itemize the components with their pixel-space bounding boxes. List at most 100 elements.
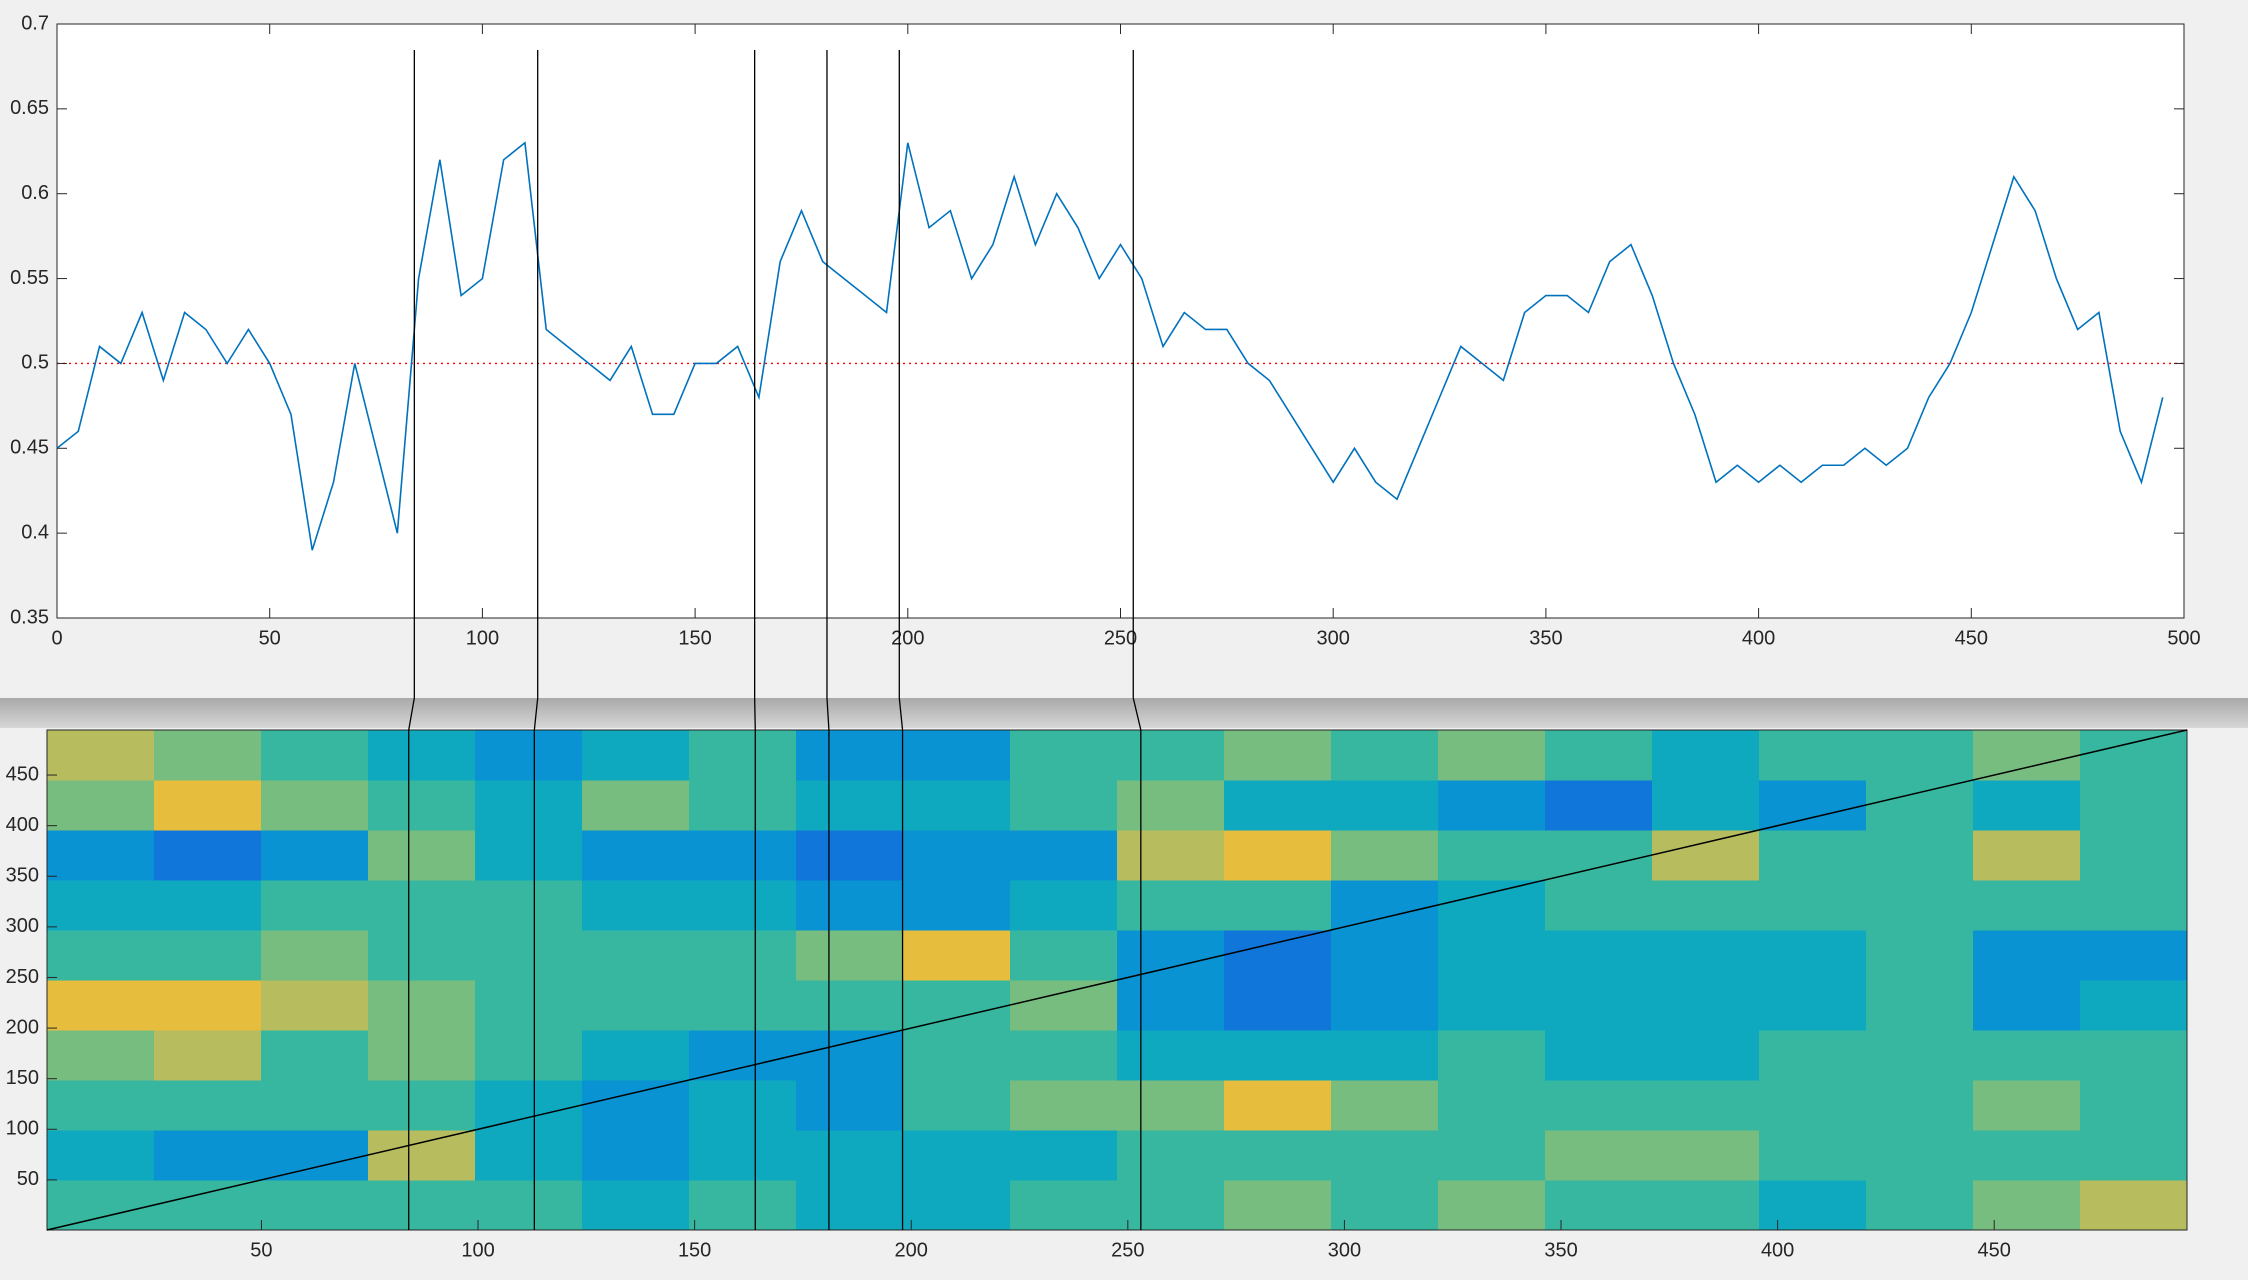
- heatmap-cell: [1331, 730, 1439, 781]
- heatmap-cell: [1652, 1180, 1760, 1231]
- heatmap-cell: [1010, 880, 1118, 931]
- heatmap-cell: [689, 1180, 797, 1231]
- heatmap-cell: [1331, 1080, 1439, 1131]
- heatmap-cell: [1438, 780, 1546, 831]
- heatmap-cell: [1866, 930, 1974, 981]
- heatmap-cell: [475, 780, 583, 831]
- y-tick-label: 0.5: [21, 352, 49, 374]
- heatmap-cell: [1117, 980, 1225, 1031]
- heatmap-cell: [1759, 1080, 1867, 1131]
- heatmap-cell: [2080, 1030, 2188, 1081]
- heatmap-cell: [1759, 1030, 1867, 1081]
- y-tick-label: 200: [6, 1016, 39, 1038]
- heatmap-cell: [154, 1030, 262, 1081]
- heatmap-cell: [261, 730, 369, 781]
- x-tick-label: 200: [895, 1239, 928, 1261]
- heatmap-cell: [154, 830, 262, 881]
- heatmap-cell: [903, 880, 1011, 931]
- heatmap-cell: [475, 1180, 583, 1231]
- heatmap-cell: [1973, 780, 2081, 831]
- heatmap-cell: [1224, 1180, 1332, 1231]
- heatmap-cell: [47, 1030, 155, 1081]
- heatmap-cell: [689, 830, 797, 881]
- marker-line: [754, 50, 756, 1230]
- heatmap-cell: [1010, 1130, 1118, 1181]
- heatmap-cell: [154, 1130, 262, 1181]
- heatmap-cell: [1117, 1030, 1225, 1081]
- heatmap-cell: [796, 780, 904, 831]
- heatmap-cell: [2080, 780, 2188, 831]
- heatmap-cell: [1652, 1080, 1760, 1131]
- x-tick-label: 400: [1761, 1239, 1794, 1261]
- heatmap-cell: [582, 930, 690, 981]
- heatmap-cell: [1652, 830, 1760, 881]
- heatmap-cell: [582, 1080, 690, 1131]
- heatmap-cell: [47, 980, 155, 1031]
- y-tick-label: 100: [6, 1118, 39, 1140]
- heatmap-cell: [261, 930, 369, 981]
- heatmap-cell: [154, 1180, 262, 1231]
- marker-line: [826, 50, 830, 1230]
- heatmap-cell: [47, 1180, 155, 1231]
- heatmap-cell: [689, 1130, 797, 1181]
- marker-line: [408, 50, 415, 1230]
- y-tick-label: 450: [6, 763, 39, 785]
- heatmap-cell: [796, 1130, 904, 1181]
- heatmap-cell: [1759, 880, 1867, 931]
- heatmap-cell: [1866, 780, 1974, 831]
- heatmap-cell: [368, 780, 476, 831]
- heatmap-cell: [1010, 780, 1118, 831]
- heatmap-cell: [1545, 730, 1653, 781]
- y-tick-label: 0.6: [21, 182, 49, 204]
- heatmap-cell: [154, 1080, 262, 1131]
- x-tick-label: 350: [1529, 627, 1562, 649]
- heatmap-cell: [1759, 1130, 1867, 1181]
- y-tick-label: 0.65: [10, 97, 49, 119]
- heatmap-cell: [582, 780, 690, 831]
- heatmap-cell: [475, 930, 583, 981]
- heatmap-cell: [368, 1130, 476, 1181]
- heatmap-cell: [1545, 780, 1653, 831]
- y-tick-label: 250: [6, 966, 39, 988]
- x-tick-label: 500: [2167, 627, 2200, 649]
- heatmap-cell: [1331, 1130, 1439, 1181]
- heatmap-cell: [796, 830, 904, 881]
- heatmap-cell: [903, 930, 1011, 981]
- heatmap-cell: [154, 930, 262, 981]
- heatmap-cell: [1117, 830, 1225, 881]
- heatmap-cell: [582, 980, 690, 1031]
- heatmap-cell: [2080, 1180, 2188, 1231]
- heatmap-cell: [1866, 1130, 1974, 1181]
- heatmap-cell: [1973, 1030, 2081, 1081]
- heatmap-cell: [261, 880, 369, 931]
- heatmap-cell: [1010, 1180, 1118, 1231]
- heatmap-cell: [796, 1180, 904, 1231]
- heatmap-cell: [1438, 1030, 1546, 1081]
- x-tick-label: 50: [259, 627, 281, 649]
- heatmap-cell: [1438, 1180, 1546, 1231]
- heatmap-cell: [796, 1080, 904, 1131]
- heatmap-cell: [796, 1030, 904, 1081]
- heatmap-cell: [1117, 880, 1225, 931]
- x-tick-label: 0: [51, 627, 62, 649]
- heatmap-cell: [1224, 730, 1332, 781]
- heatmap-cell: [1545, 1180, 1653, 1231]
- heatmap-cell: [903, 980, 1011, 1031]
- heatmap-cell: [1759, 830, 1867, 881]
- heatmap-cell: [368, 1180, 476, 1231]
- heatmap-cell: [47, 1080, 155, 1131]
- x-tick-label: 150: [678, 1239, 711, 1261]
- heatmap-cell: [1866, 730, 1974, 781]
- heatmap-cell: [2080, 830, 2188, 881]
- heatmap-cell: [582, 1130, 690, 1181]
- heatmap-cell: [1545, 980, 1653, 1031]
- x-tick-label: 450: [1978, 1239, 2011, 1261]
- heatmap-cell: [261, 980, 369, 1031]
- heatmap-cell: [261, 1180, 369, 1231]
- heatmap-cell: [1331, 830, 1439, 881]
- heatmap-cell: [261, 1130, 369, 1181]
- heatmap-cell: [47, 830, 155, 881]
- data-line: [56, 141, 2164, 551]
- heatmap-cell: [1973, 1180, 2081, 1231]
